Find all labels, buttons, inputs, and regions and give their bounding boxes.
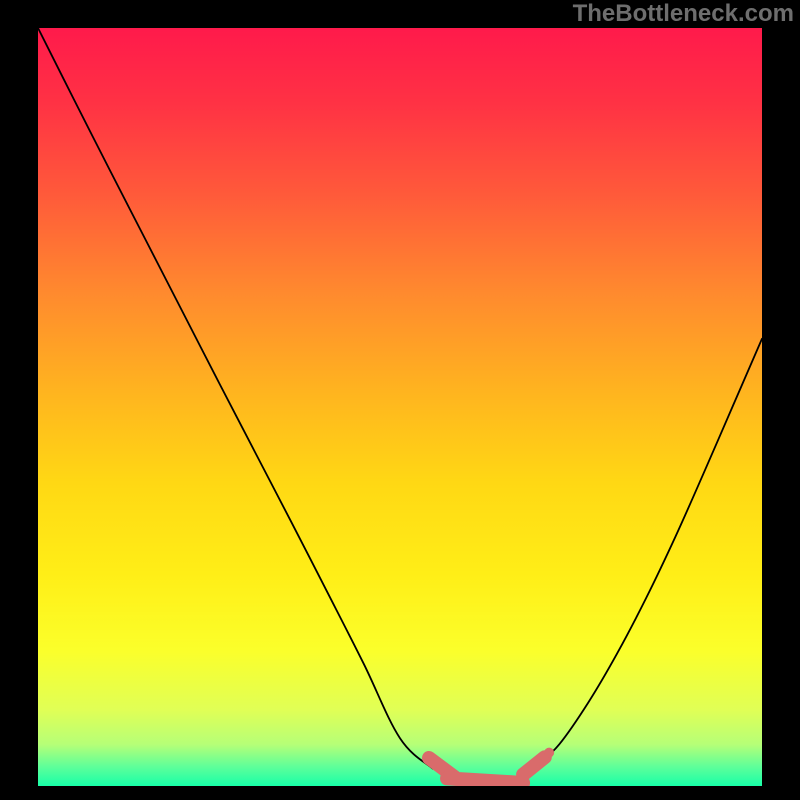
watermark-text: TheBottleneck.com bbox=[573, 0, 794, 28]
left-curve bbox=[38, 28, 433, 769]
floor-segment-1 bbox=[447, 778, 523, 783]
plot-area bbox=[38, 28, 762, 786]
curve-layer bbox=[38, 28, 762, 786]
chart-frame: TheBottleneck.com bbox=[0, 0, 800, 800]
floor-segment-2 bbox=[523, 757, 545, 774]
right-curve bbox=[538, 339, 762, 765]
floor-dot bbox=[544, 748, 554, 758]
